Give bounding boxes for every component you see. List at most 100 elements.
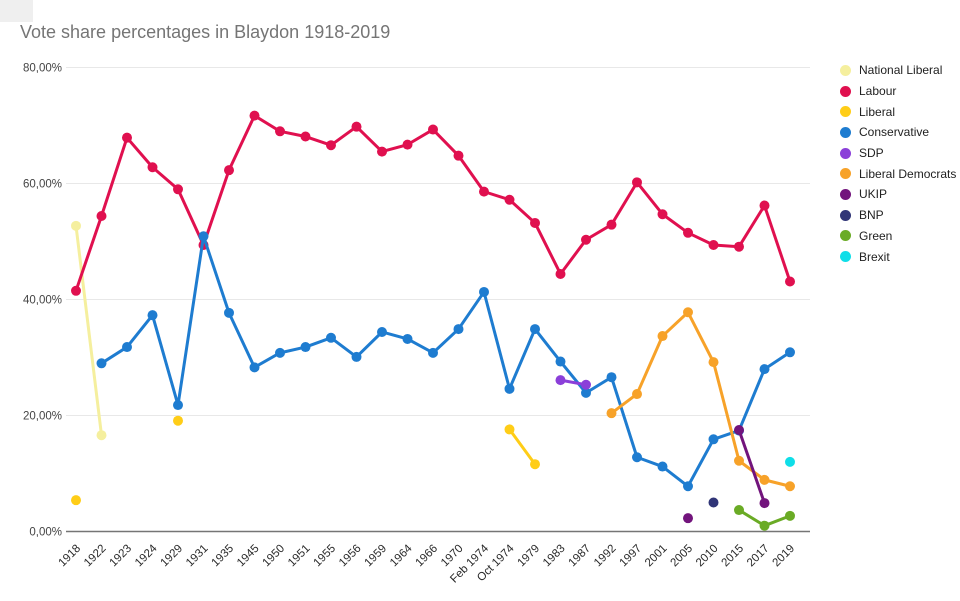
data-point-liberal[interactable]: [71, 495, 81, 506]
data-point-brexit[interactable]: [785, 456, 795, 467]
data-point-sdp[interactable]: [581, 379, 591, 390]
data-point-green[interactable]: [785, 510, 795, 521]
data-point-ukip[interactable]: [683, 513, 693, 524]
legend-dot-national-liberal: [840, 64, 851, 76]
data-point-conservative[interactable]: [326, 332, 336, 343]
data-point-labour[interactable]: [71, 285, 81, 296]
data-point-national-liberal[interactable]: [96, 430, 107, 441]
data-point-bnp[interactable]: [708, 497, 719, 508]
data-point-conservative[interactable]: [555, 356, 566, 367]
x-axis-tick-label: 1950: [261, 543, 288, 570]
data-point-labour[interactable]: [122, 132, 132, 143]
x-axis-tick-label: 1922: [82, 543, 109, 570]
data-point-conservative[interactable]: [377, 326, 387, 337]
data-point-conservative[interactable]: [453, 324, 464, 335]
data-point-labour[interactable]: [275, 126, 285, 137]
data-point-liberal-democrats[interactable]: [734, 455, 744, 466]
data-point-national-liberal[interactable]: [71, 220, 81, 231]
data-point-labour[interactable]: [428, 124, 438, 135]
x-axis-tick-label: 1931: [184, 543, 211, 570]
data-point-conservative[interactable]: [657, 461, 668, 472]
legend-dot-liberal-democrats: [840, 168, 851, 180]
x-axis-tick-label: 1935: [210, 543, 237, 570]
data-point-conservative[interactable]: [96, 358, 107, 369]
data-point-ukip[interactable]: [759, 498, 770, 509]
data-point-labour[interactable]: [683, 227, 693, 238]
x-axis-tick-label: 1955: [312, 543, 339, 570]
data-point-conservative[interactable]: [708, 434, 719, 445]
data-point-liberal-democrats[interactable]: [708, 357, 719, 368]
data-point-liberal-democrats[interactable]: [606, 408, 617, 419]
data-point-liberal[interactable]: [504, 424, 515, 435]
data-point-conservative[interactable]: [275, 347, 285, 358]
y-axis-tick-label: 20,00%: [23, 411, 62, 423]
data-point-conservative[interactable]: [428, 347, 438, 358]
data-point-liberal-democrats[interactable]: [785, 481, 795, 492]
x-axis-tick-label: 1923: [108, 543, 135, 570]
data-point-labour[interactable]: [453, 150, 464, 161]
legend-dot-bnp: [840, 209, 851, 221]
data-point-labour[interactable]: [708, 239, 719, 250]
corner-artifact: [0, 0, 33, 22]
x-axis-tick-label: 1945: [235, 543, 262, 570]
data-point-labour[interactable]: [632, 177, 642, 188]
data-point-conservative[interactable]: [785, 347, 795, 358]
data-point-conservative[interactable]: [759, 364, 770, 375]
data-point-labour[interactable]: [530, 217, 540, 228]
data-point-conservative[interactable]: [249, 362, 260, 373]
data-point-conservative[interactable]: [606, 372, 617, 383]
data-point-labour[interactable]: [657, 209, 668, 220]
data-point-conservative[interactable]: [504, 383, 515, 394]
legend-dot-labour: [840, 85, 851, 97]
x-axis-tick-label: 2015: [720, 543, 747, 570]
data-point-conservative[interactable]: [683, 481, 693, 492]
data-point-labour[interactable]: [555, 268, 566, 279]
data-point-conservative[interactable]: [351, 351, 362, 362]
legend-label-green: Green: [859, 228, 893, 243]
data-point-conservative[interactable]: [198, 231, 209, 242]
data-point-conservative[interactable]: [632, 452, 642, 463]
data-point-labour[interactable]: [300, 131, 311, 142]
data-point-labour[interactable]: [377, 146, 387, 157]
data-point-green[interactable]: [734, 505, 744, 516]
data-point-labour[interactable]: [479, 186, 489, 197]
series-line-national-liberal: [74, 224, 103, 437]
data-point-conservative[interactable]: [581, 387, 591, 398]
data-point-labour[interactable]: [759, 200, 770, 211]
data-point-liberal[interactable]: [530, 459, 540, 470]
data-point-conservative[interactable]: [530, 324, 540, 335]
data-point-labour[interactable]: [224, 165, 234, 176]
data-point-labour[interactable]: [147, 162, 158, 173]
data-point-conservative[interactable]: [402, 333, 413, 344]
data-point-labour[interactable]: [96, 210, 107, 221]
data-point-labour[interactable]: [326, 140, 336, 151]
data-point-sdp[interactable]: [555, 375, 566, 386]
data-point-labour[interactable]: [734, 241, 744, 252]
data-point-labour[interactable]: [785, 276, 795, 287]
data-point-labour[interactable]: [402, 139, 413, 150]
x-axis-tick-label: 1951: [286, 543, 313, 570]
data-point-liberal[interactable]: [173, 415, 183, 426]
y-axis-tick-label: 40,00%: [23, 295, 62, 307]
legend-item-brexit: Brexit: [840, 246, 956, 267]
data-point-liberal-democrats[interactable]: [683, 307, 693, 318]
data-point-conservative[interactable]: [224, 307, 234, 318]
data-point-ukip[interactable]: [734, 425, 744, 435]
data-point-green[interactable]: [759, 520, 770, 531]
data-point-liberal-democrats[interactable]: [632, 389, 642, 400]
x-axis-tick-label: 2001: [643, 543, 670, 570]
data-point-conservative[interactable]: [300, 342, 311, 353]
data-point-liberal-democrats[interactable]: [759, 474, 770, 485]
data-point-conservative[interactable]: [173, 400, 183, 411]
data-point-labour[interactable]: [173, 184, 183, 195]
data-point-conservative[interactable]: [479, 286, 489, 297]
data-point-labour[interactable]: [351, 121, 362, 132]
data-point-conservative[interactable]: [147, 310, 158, 321]
data-point-labour[interactable]: [581, 234, 591, 245]
data-point-labour[interactable]: [504, 194, 515, 205]
series-line-labour: [74, 114, 792, 293]
data-point-labour[interactable]: [249, 110, 260, 121]
data-point-labour[interactable]: [606, 219, 617, 230]
data-point-conservative[interactable]: [122, 342, 132, 353]
data-point-liberal-democrats[interactable]: [657, 331, 668, 342]
